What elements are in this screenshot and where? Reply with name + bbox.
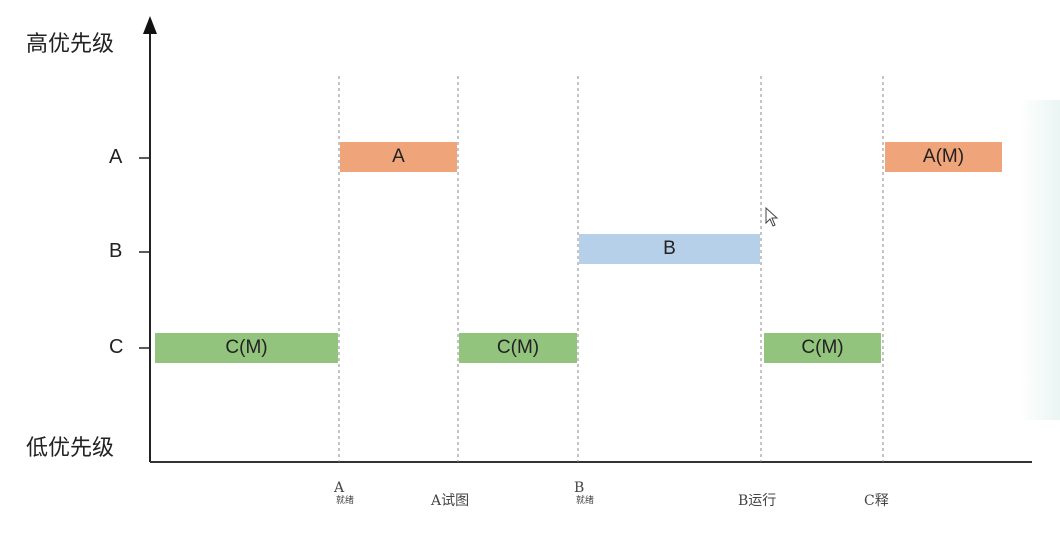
y-axis-top-label: 高优先级 [26,32,115,57]
event-label-2-text: A试图 [431,493,470,509]
event-label-2: A试图 [431,490,469,510]
level-label-b: B [109,240,123,262]
event-label-1-text: A [334,480,345,496]
event-label-3: B 就绪 [574,480,594,506]
event-label-3-text: B [574,480,585,496]
bar-b-1: B [579,234,760,264]
level-label-c: C [109,336,124,358]
event-label-3-sub: 就绪 [576,496,595,506]
bar-c-2: C(M) [459,333,577,363]
event-label-5: C释 [864,490,889,510]
y-axis-arrow [143,16,157,34]
y-axis-bottom-label: 低优先级 [26,436,115,461]
bar-a-1: A [340,142,457,172]
bar-c-1: C(M) [155,333,338,363]
bar-c-3: C(M) [764,333,881,363]
mouse-cursor-icon [765,207,779,227]
event-label-4-text: B运行 [738,493,777,509]
bar-a-2: A(M) [885,142,1002,172]
event-label-5-text: C释 [864,493,889,509]
level-label-a: A [109,146,123,168]
event-label-1: A 就绪 [334,480,354,506]
event-label-4: B运行 [738,490,776,510]
event-label-1-sub: 就绪 [336,496,355,506]
background-decoration [1020,100,1060,420]
